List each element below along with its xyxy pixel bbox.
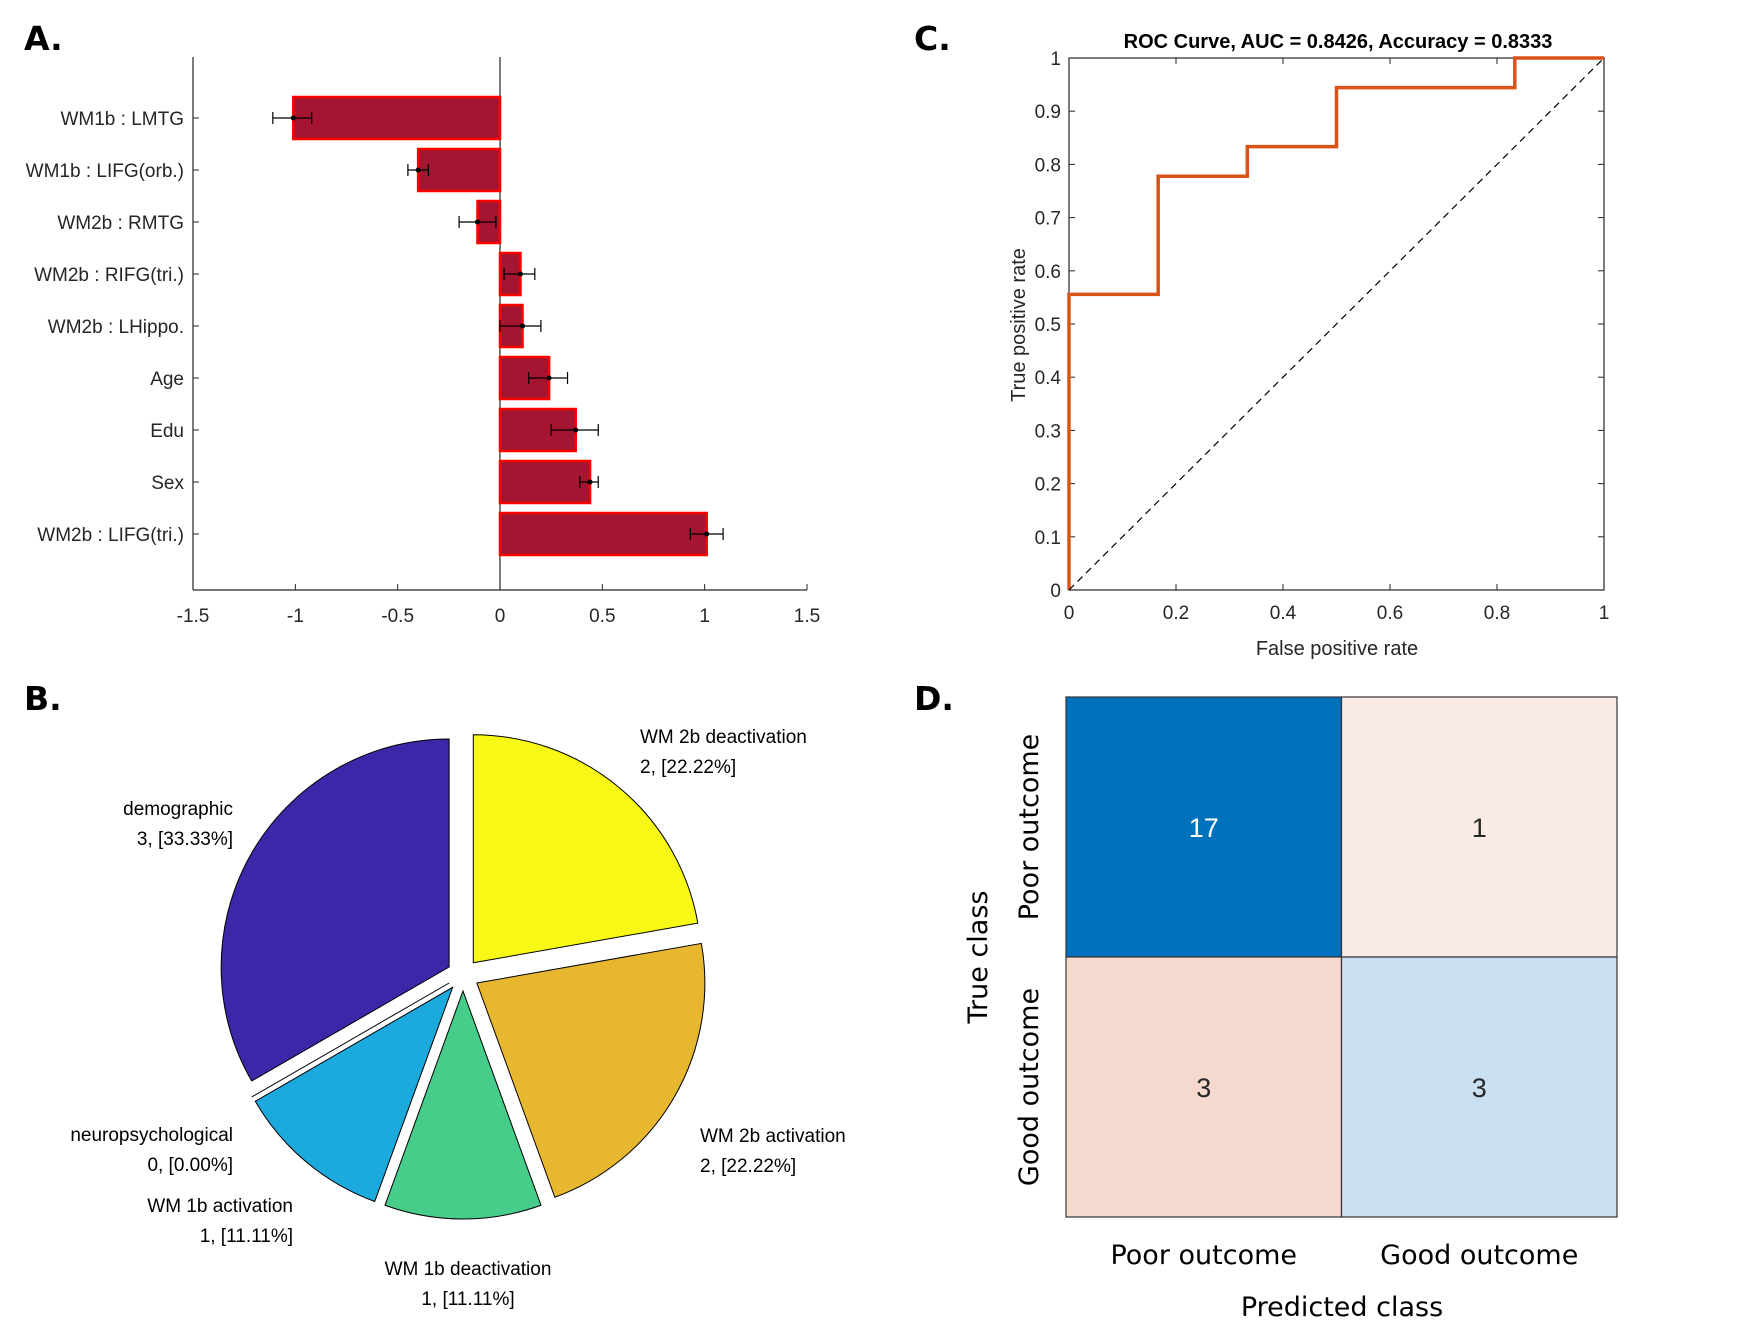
y-tick-label: 0.2 (1035, 475, 1061, 496)
y-tick-label: 0.7 (1035, 209, 1061, 230)
y-tick-label: 0.6 (1035, 262, 1061, 283)
y-category-label: WM2b : RMTG (57, 213, 184, 234)
column-label: Poor outcome (1110, 1240, 1297, 1271)
matrix-cell-value: 3 (1472, 1073, 1487, 1103)
mean-marker (517, 271, 523, 277)
y-tick-label: 0.8 (1035, 155, 1061, 176)
pie-label-value: 2, [22.22%] (640, 757, 736, 778)
roc-title: ROC Curve, AUC = 0.8426, Accuracy = 0.83… (1124, 31, 1553, 53)
pie-slice (220, 738, 450, 1082)
y-category-label: WM2b : RIFG(tri.) (34, 265, 184, 286)
pie-label-value: 1, [11.11%] (200, 1226, 293, 1247)
pie-label-value: 2, [22.22%] (700, 1156, 796, 1177)
roc-ylabel: True positive rate (1008, 248, 1030, 402)
y-tick-label: 0.3 (1035, 421, 1061, 442)
bar (498, 459, 592, 505)
confusion-matrix-panel: Predicted class True class 17 1 3 3 Poor out… (963, 696, 1618, 1323)
y-category-label: WM2b : LIFG(tri.) (37, 525, 184, 546)
y-tick-label: 1 (1050, 49, 1061, 70)
x-tick-label: 0 (1064, 603, 1075, 624)
x-tick-label: 1 (699, 606, 710, 627)
mean-marker (587, 479, 593, 485)
mean-marker (415, 167, 421, 173)
mean-marker (573, 427, 579, 433)
pie-label-name: neuropsychological (70, 1125, 233, 1146)
panel-letter-d: D. (914, 679, 954, 718)
pie-slice (476, 942, 706, 1198)
x-tick-label: 0.8 (1484, 603, 1510, 624)
pie-slice (472, 734, 699, 964)
y-tick-label: 0 (1050, 581, 1061, 602)
y-category-label: WM1b : LIFG(orb.) (26, 161, 184, 182)
matrix-cell (1065, 696, 1343, 958)
y-tick-label: 0.1 (1035, 528, 1061, 549)
y-tick-label: 0.4 (1035, 368, 1062, 389)
y-category-label: Sex (151, 473, 184, 494)
pie-label-name: demographic (123, 799, 233, 820)
y-category-label: WM1b : LMTG (60, 109, 184, 130)
x-tick-label: 0.5 (589, 606, 615, 627)
chance-line (1068, 57, 1605, 591)
y-category-label: Age (150, 369, 184, 390)
roc-chart-panel: 0 0.2 0.4 0.6 0.8 1 0 0.1 0.2 0.3 0.4 0.5 0.6 0.7 0.8 0… (1008, 31, 1609, 660)
cm-ylabel: True class (963, 891, 994, 1025)
x-tick-label: 0.4 (1270, 603, 1297, 624)
pie-label-value: 1, [11.11%] (421, 1289, 514, 1310)
pie-slice (384, 989, 542, 1220)
x-tick-label: 1.5 (794, 606, 820, 627)
mean-marker (704, 531, 710, 537)
column-label: Good outcome (1380, 1240, 1578, 1271)
y-category-label: WM2b : LHippo. (48, 317, 184, 338)
mean-marker (520, 323, 526, 329)
mean-marker (290, 115, 296, 121)
matrix-cell (1340, 696, 1618, 958)
matrix-cell (1065, 956, 1343, 1218)
x-tick-label: -0.5 (381, 606, 414, 627)
pie-slice (254, 986, 454, 1203)
pie-label-name: WM 2b deactivation (640, 727, 807, 748)
panel-letter-a: A. (24, 19, 63, 58)
y-category-label: Edu (150, 421, 184, 442)
x-tick-label: -1.5 (177, 606, 210, 627)
x-tick-label: -1 (287, 606, 304, 627)
pie-label-name: WM 2b activation (700, 1126, 846, 1147)
roc-curve (1067, 56, 1604, 590)
x-tick-label: 0 (495, 606, 506, 627)
pie-label-value: 0, [0.00%] (147, 1155, 233, 1176)
panel-letter-c: C. (914, 19, 951, 58)
matrix-cell-value: 1 (1472, 813, 1487, 843)
pie-label-value: 3, [33.33%] (137, 829, 233, 850)
pie-chart-panel: WM 2b deactivation 2, [22.22%] WM 2b activ… (70, 727, 845, 1310)
x-tick-label: 0.6 (1377, 603, 1403, 624)
pie-label-name: WM 1b deactivation (385, 1259, 552, 1280)
panel-letter-b: B. (24, 679, 62, 718)
bar-chart-panel: -1.5 -1 -0.5 0 0.5 1 1.5 WM1b : LMTG WM1b : LIFG… (26, 57, 820, 627)
bar (416, 147, 502, 193)
roc-xlabel: False positive rate (1256, 638, 1418, 660)
x-tick-label: 0.2 (1163, 603, 1189, 624)
row-label: Good outcome (1014, 988, 1045, 1186)
x-tick-label: 1 (1599, 603, 1610, 624)
y-tick-label: 0.9 (1035, 102, 1061, 123)
matrix-cell-value: 3 (1196, 1073, 1211, 1103)
matrix-cell-value: 17 (1189, 813, 1219, 843)
pie-slice (251, 982, 450, 1098)
pie-label-name: WM 1b activation (147, 1196, 293, 1217)
mean-marker (474, 219, 480, 225)
cm-xlabel: Predicted class (1241, 1292, 1443, 1323)
bar (498, 511, 708, 557)
row-label: Poor outcome (1014, 734, 1045, 921)
mean-marker (546, 375, 552, 381)
bar (292, 95, 502, 141)
matrix-cell (1340, 956, 1618, 1218)
y-tick-label: 0.5 (1035, 315, 1061, 336)
